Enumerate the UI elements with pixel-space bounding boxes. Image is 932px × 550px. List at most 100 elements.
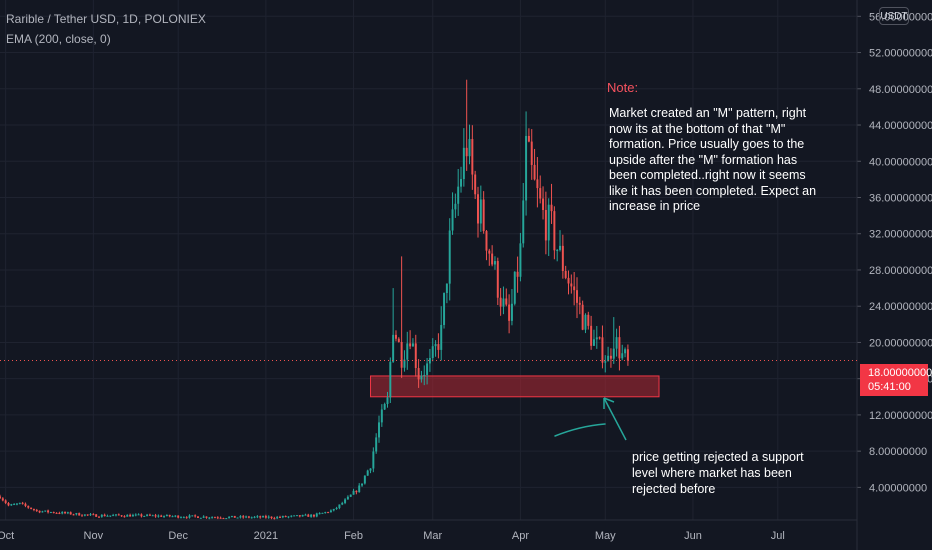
note-text: Market created an "M" pattern, right now…: [609, 106, 817, 213]
y-tick-label: 56.00000000: [869, 11, 932, 23]
candle-body: [318, 513, 321, 515]
candle-body: [276, 516, 279, 519]
candle-body: [349, 494, 352, 497]
y-tick-label: 32.00000000: [869, 229, 932, 241]
candle-body: [352, 490, 355, 495]
candle-body: [211, 517, 214, 519]
candle-body: [448, 230, 451, 284]
x-tick-label: Nov: [84, 530, 104, 542]
candle-body: [120, 515, 123, 517]
candle-body: [341, 502, 344, 505]
candle-body: [428, 357, 431, 364]
candle-body: [310, 514, 313, 517]
candle-body: [423, 374, 426, 376]
candle-body: [267, 516, 270, 518]
candle-body: [250, 517, 253, 519]
y-tick-label: 44.00000000: [869, 120, 932, 132]
candle-body: [18, 502, 21, 504]
candle-body: [52, 512, 55, 514]
candle-body: [15, 503, 18, 505]
candle-body: [27, 505, 30, 508]
candle-body: [151, 515, 154, 517]
candle-body: [228, 516, 231, 519]
candle-body: [131, 514, 134, 517]
candle-body: [270, 516, 273, 519]
candle-body: [329, 510, 332, 513]
candle-body: [103, 514, 106, 517]
candle-body: [66, 512, 69, 514]
candle-body: [578, 302, 581, 305]
candle-body: [522, 200, 525, 244]
x-tick-label: Oct: [0, 530, 14, 542]
candle-body: [536, 179, 539, 189]
candle-body: [431, 346, 434, 358]
annotation-arrow[interactable]: [603, 397, 627, 441]
candle-body: [567, 277, 570, 284]
candle-body: [225, 518, 228, 520]
candle-body: [177, 515, 180, 518]
candle-body: [485, 231, 488, 251]
candle-body: [587, 314, 590, 326]
candle-body: [601, 337, 604, 363]
candle-body: [527, 135, 530, 142]
candle-body: [208, 517, 211, 519]
y-tick-label: 24.00000000: [869, 301, 932, 313]
candle-body: [491, 253, 494, 265]
candle-body: [154, 515, 157, 517]
candle-body: [301, 514, 304, 517]
candle-body: [344, 499, 347, 503]
candle-body: [499, 297, 502, 307]
candle-body: [7, 502, 10, 506]
candle-body: [49, 512, 52, 514]
candle-body: [420, 375, 423, 380]
indicator-label[interactable]: EMA (200, close, 0): [6, 32, 111, 46]
candle-body: [247, 516, 250, 518]
y-tick-label: 36.00000000: [869, 192, 932, 204]
candle-body: [369, 468, 372, 471]
candle-body: [262, 515, 265, 518]
x-tick-label: Apr: [512, 530, 529, 542]
candle-body: [298, 515, 301, 517]
candle-body: [188, 515, 191, 518]
candle-body: [581, 304, 584, 330]
candle-body: [394, 334, 397, 339]
candle-body: [168, 514, 171, 517]
candle-body: [443, 293, 446, 325]
candle-body: [372, 451, 375, 469]
currency-button[interactable]: USDT: [879, 7, 909, 25]
candle-body: [41, 511, 44, 513]
candle-body: [513, 271, 516, 304]
candle-body: [474, 174, 477, 195]
candle-body: [182, 517, 185, 519]
candle-body: [134, 514, 137, 516]
candle-body: [440, 324, 443, 350]
candle-body: [505, 298, 508, 305]
candle-body: [1, 498, 4, 501]
candle-body: [406, 343, 409, 360]
candle-body: [553, 211, 556, 251]
candle-body: [417, 368, 420, 380]
candle-body: [615, 337, 618, 349]
candle-body: [454, 203, 457, 210]
candle-body: [525, 135, 528, 201]
candle-body: [32, 508, 35, 510]
candle-body: [335, 507, 338, 509]
symbol-title[interactable]: Rarible / Tether USD, 1D, POLONIEX: [6, 12, 206, 26]
candle-body: [468, 139, 471, 157]
candle-body: [81, 515, 84, 517]
candle-body: [471, 139, 474, 175]
candle-body: [392, 334, 395, 362]
candle-body: [256, 516, 259, 518]
candle-body: [457, 186, 460, 204]
candle-body: [493, 261, 496, 265]
y-tick-label: 48.00000000: [869, 84, 932, 96]
candle-body: [477, 194, 479, 224]
candle-body: [180, 517, 183, 519]
hand-drawn-underline[interactable]: [554, 423, 606, 437]
y-tick-label: 12.00000000: [869, 410, 932, 422]
candle-body: [114, 514, 117, 516]
support-zone-rectangle[interactable]: [370, 375, 660, 398]
candle-body: [451, 209, 454, 231]
